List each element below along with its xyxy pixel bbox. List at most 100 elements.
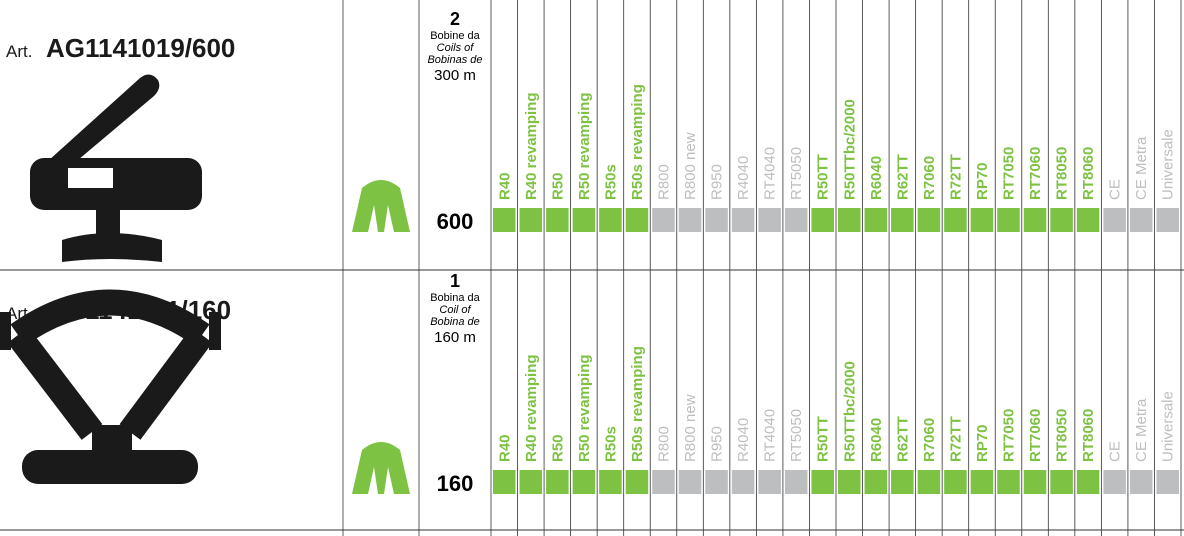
product-label: R50s revamping xyxy=(629,346,646,462)
compat-square xyxy=(625,470,649,494)
compat-square xyxy=(1103,470,1126,494)
compat-square xyxy=(864,208,888,232)
compat-square xyxy=(1156,470,1179,494)
compat-square xyxy=(1050,470,1073,494)
compat-square xyxy=(1023,470,1047,494)
compat-square xyxy=(705,470,728,494)
product-label: R72TT xyxy=(947,416,964,462)
unit-en: Coils of xyxy=(437,42,475,54)
compat-square xyxy=(758,470,781,494)
product-label: R50 xyxy=(549,434,566,462)
product-label: R7060 xyxy=(921,156,938,200)
compat-square xyxy=(997,208,1020,232)
compat-square xyxy=(652,208,675,232)
product-label: R40 xyxy=(496,434,513,462)
product-label: R40 xyxy=(496,172,513,200)
product-label: RT7060 xyxy=(1027,409,1044,462)
product-label: R50TT xyxy=(815,416,832,462)
product-label: R50s xyxy=(602,426,619,462)
compat-square xyxy=(784,208,808,232)
art-prefix: Art. xyxy=(6,304,32,323)
compat-square xyxy=(811,208,834,232)
product-label: R62TT xyxy=(894,154,911,200)
compat-square xyxy=(1129,208,1153,232)
coil-length: 300 m xyxy=(434,67,476,84)
product-label: Universale xyxy=(1160,391,1177,462)
compat-square xyxy=(599,208,622,232)
compat-square xyxy=(784,470,808,494)
product-label: RT8060 xyxy=(1080,409,1097,462)
compat-square xyxy=(864,470,888,494)
product-label: R50TTbc/2000 xyxy=(841,99,858,200)
unit-it: Bobina da xyxy=(430,292,480,304)
product-label: R950 xyxy=(709,426,726,462)
product-label: RT7050 xyxy=(1001,409,1018,462)
unit-es: Bobina de xyxy=(430,316,480,328)
compat-square xyxy=(838,208,861,232)
compat-square xyxy=(546,208,569,232)
product-label: R40 revamping xyxy=(523,92,540,200)
product-label: R50 xyxy=(549,172,566,200)
product-label: RT8060 xyxy=(1080,147,1097,200)
product-label: RT7060 xyxy=(1027,147,1044,200)
coil-length: 160 m xyxy=(434,329,476,346)
product-label: CE xyxy=(1107,179,1124,200)
compat-square xyxy=(811,470,834,494)
product-label: R800 new xyxy=(682,132,699,200)
quantity: 600 xyxy=(437,209,474,234)
coil-count: 1 xyxy=(450,271,460,291)
product-label: CE Metra xyxy=(1133,136,1150,200)
compat-square xyxy=(944,208,967,232)
compat-square xyxy=(1129,470,1153,494)
compat-square xyxy=(944,470,967,494)
product-label: R50 revamping xyxy=(576,354,593,462)
product-label: RP70 xyxy=(974,162,991,200)
compat-square xyxy=(652,470,675,494)
product-label: R6040 xyxy=(868,418,885,462)
compat-square xyxy=(1103,208,1126,232)
quantity: 160 xyxy=(437,471,474,496)
product-label: R800 xyxy=(656,164,673,200)
product-label: R800 new xyxy=(682,394,699,462)
product-label: R7060 xyxy=(921,418,938,462)
compat-square xyxy=(599,470,622,494)
green-icon xyxy=(352,180,410,232)
compat-square xyxy=(625,208,649,232)
product-label: R6040 xyxy=(868,156,885,200)
unit-it: Bobine da xyxy=(430,30,480,42)
compat-square xyxy=(1023,208,1047,232)
compat-square xyxy=(917,470,941,494)
compat-square xyxy=(572,208,596,232)
product-label: CE xyxy=(1107,441,1124,462)
product-label: RT4040 xyxy=(762,147,779,200)
product-label: RP70 xyxy=(974,424,991,462)
product-label: RT5050 xyxy=(788,409,805,462)
compat-square xyxy=(917,208,941,232)
product-label: R50s xyxy=(602,164,619,200)
product-label: RT8050 xyxy=(1054,147,1071,200)
compat-square xyxy=(970,470,994,494)
compat-square xyxy=(1076,470,1100,494)
product-label: R40 revamping xyxy=(523,354,540,462)
compat-square xyxy=(838,470,861,494)
art-prefix: Art. xyxy=(6,42,32,61)
unit-en: Coil of xyxy=(439,304,471,316)
product-label: CE Metra xyxy=(1133,398,1150,462)
product-label: R50TT xyxy=(815,154,832,200)
product-label: R950 xyxy=(709,164,726,200)
product-label: RT8050 xyxy=(1054,409,1071,462)
product-label: R72TT xyxy=(947,154,964,200)
compat-square xyxy=(758,208,781,232)
compat-square xyxy=(705,208,728,232)
compat-square xyxy=(891,470,914,494)
compat-square xyxy=(731,208,755,232)
profile-drawing xyxy=(0,289,221,484)
compat-square xyxy=(546,470,569,494)
compat-square xyxy=(493,470,516,494)
product-label: R50 revamping xyxy=(576,92,593,200)
compat-square xyxy=(493,208,516,232)
product-label: R4040 xyxy=(735,418,752,462)
product-label: R50s revamping xyxy=(629,84,646,200)
